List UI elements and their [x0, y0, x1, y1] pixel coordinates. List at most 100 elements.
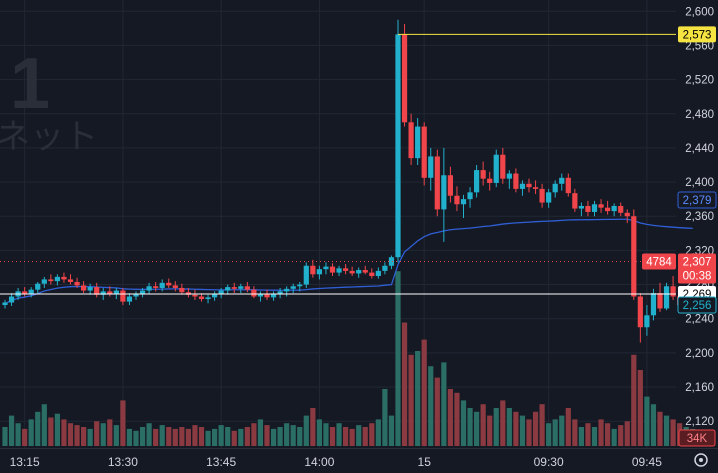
candle-body[interactable]	[467, 192, 473, 200]
candle-body[interactable]	[316, 269, 322, 275]
candle-body[interactable]	[238, 286, 244, 289]
candle-body[interactable]	[48, 279, 54, 282]
candle-body[interactable]	[297, 284, 303, 287]
candle-body[interactable]	[428, 156, 434, 178]
candle-body[interactable]	[179, 287, 185, 293]
candle-body[interactable]	[126, 296, 133, 302]
candle-body[interactable]	[264, 293, 270, 298]
candle-body[interactable]	[81, 285, 87, 291]
candle-body[interactable]	[87, 287, 93, 291]
candle-body[interactable]	[113, 290, 119, 294]
candle-body[interactable]	[8, 296, 15, 303]
candle-body[interactable]	[172, 285, 178, 288]
candle-body[interactable]	[670, 286, 676, 297]
candle-body[interactable]	[578, 205, 584, 209]
candle-body[interactable]	[624, 212, 630, 217]
candle-body[interactable]	[395, 34, 401, 258]
candle-body[interactable]	[657, 293, 663, 309]
candle-body[interactable]	[225, 287, 231, 291]
candle-body[interactable]	[218, 290, 224, 294]
candle-body[interactable]	[441, 175, 447, 210]
candle-body[interactable]	[631, 216, 637, 297]
candle-body[interactable]	[356, 270, 362, 274]
candle-body[interactable]	[362, 270, 368, 273]
candle-body[interactable]	[198, 296, 205, 300]
candle-body[interactable]	[591, 204, 598, 212]
candle-body[interactable]	[133, 293, 139, 297]
candle-body[interactable]	[343, 268, 349, 271]
candle-body[interactable]	[139, 290, 146, 294]
candle-body[interactable]	[447, 175, 453, 196]
candle-body[interactable]	[474, 170, 480, 193]
candle-body[interactable]	[637, 296, 643, 328]
candle-body[interactable]	[539, 188, 545, 203]
candle-body[interactable]	[212, 293, 218, 298]
candle-body[interactable]	[2, 302, 8, 306]
candle-body[interactable]	[663, 286, 670, 309]
candle-body[interactable]	[605, 207, 611, 212]
candle-body[interactable]	[598, 204, 604, 208]
candle-body[interactable]	[565, 177, 571, 194]
candle-body[interactable]	[290, 286, 296, 289]
candle-body[interactable]	[480, 170, 486, 179]
candle-body[interactable]	[107, 291, 113, 294]
candle-body[interactable]	[493, 154, 499, 183]
candle-body[interactable]	[460, 199, 467, 205]
candle-body[interactable]	[192, 294, 198, 297]
candle-body[interactable]	[572, 193, 578, 209]
candle-body[interactable]	[388, 257, 395, 266]
candle-body[interactable]	[94, 287, 100, 295]
candle-body[interactable]	[270, 293, 277, 298]
candle-body[interactable]	[159, 282, 165, 288]
candle-body[interactable]	[303, 265, 309, 285]
candle-body[interactable]	[166, 282, 172, 286]
candle-body[interactable]	[382, 265, 388, 271]
candle-body[interactable]	[618, 205, 624, 213]
candle-body[interactable]	[415, 126, 421, 159]
settings-button[interactable]	[694, 453, 708, 467]
candle-body[interactable]	[526, 183, 532, 188]
candle-body[interactable]	[251, 289, 257, 297]
candle-body[interactable]	[519, 183, 526, 189]
candle-body[interactable]	[532, 187, 539, 189]
candle-body[interactable]	[35, 283, 41, 290]
candle-body[interactable]	[611, 205, 617, 212]
candle-body[interactable]	[552, 183, 558, 193]
candle-body[interactable]	[153, 286, 159, 288]
candle-body[interactable]	[284, 288, 290, 292]
candle-body[interactable]	[421, 126, 427, 178]
price-axis[interactable]: 2,6002,5602,5202,4802,4402,4002,3602,320…	[685, 6, 714, 428]
candle-body[interactable]	[100, 291, 106, 295]
candle-body[interactable]	[500, 154, 506, 179]
candle-body[interactable]	[487, 178, 493, 183]
time-axis[interactable]: 13:15 13:30 13:45 14:00 15 09:30 09:45	[10, 455, 663, 469]
candle-body[interactable]	[369, 272, 375, 277]
candle-body[interactable]	[41, 279, 47, 284]
candle-body[interactable]	[650, 293, 657, 316]
candle-body[interactable]	[546, 192, 552, 203]
candle-body[interactable]	[506, 173, 512, 179]
candle-body[interactable]	[585, 205, 591, 212]
candle-body[interactable]	[323, 266, 329, 270]
candle-body[interactable]	[74, 281, 80, 286]
candle-body[interactable]	[454, 195, 460, 205]
candle-body[interactable]	[277, 291, 283, 294]
candle-body[interactable]	[336, 268, 342, 273]
gear-icon[interactable]	[694, 453, 708, 467]
candle-body[interactable]	[329, 266, 336, 273]
candle-body[interactable]	[513, 173, 519, 189]
candle-body[interactable]	[375, 270, 381, 277]
candle-body[interactable]	[401, 34, 408, 123]
candle-body[interactable]	[349, 270, 355, 274]
candle-body[interactable]	[61, 276, 67, 280]
candle-body[interactable]	[205, 297, 211, 300]
candle-body[interactable]	[231, 287, 237, 289]
candle-body[interactable]	[408, 122, 414, 159]
candle-body[interactable]	[644, 315, 650, 328]
candle-body[interactable]	[244, 286, 250, 290]
candle-body[interactable]	[28, 289, 34, 294]
candle-body[interactable]	[54, 276, 60, 282]
candle-body[interactable]	[22, 291, 28, 294]
candle-body[interactable]	[257, 293, 264, 297]
